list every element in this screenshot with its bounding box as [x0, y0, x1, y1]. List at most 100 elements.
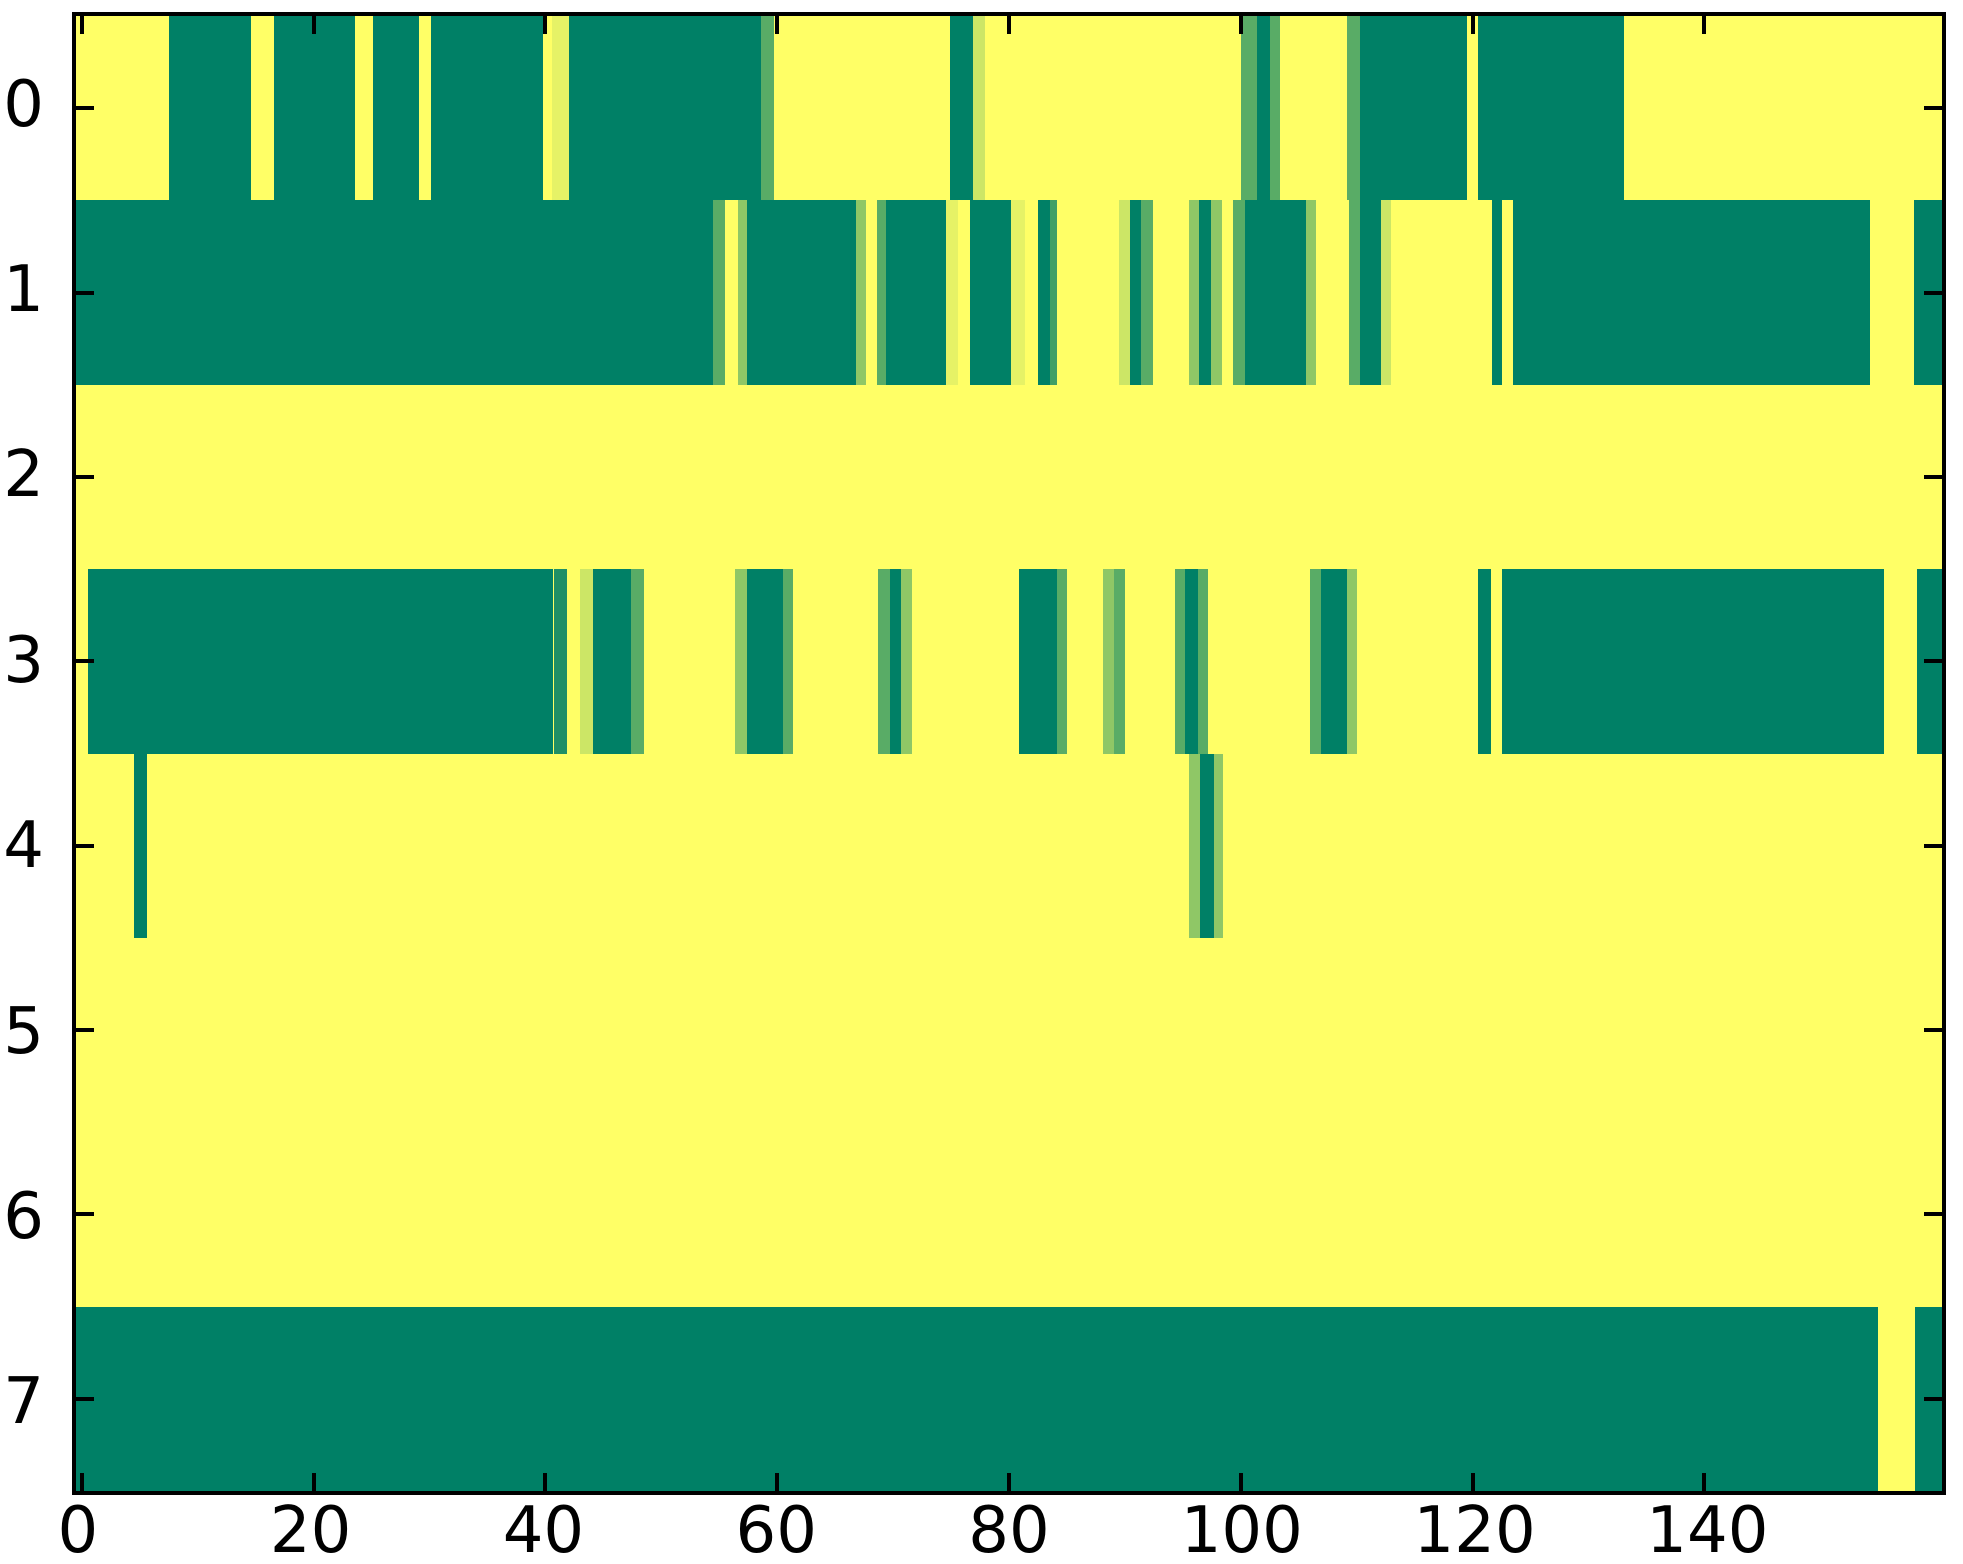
y-tick-label: 3	[3, 623, 44, 698]
heatmap-cell-segment	[1066, 569, 1103, 755]
heatmap-cell-segment	[251, 16, 275, 202]
y-tick	[76, 474, 94, 479]
heatmap-cell-segment	[133, 753, 147, 939]
x-tick	[1007, 1473, 1011, 1491]
heatmap-cell-segment	[760, 16, 774, 202]
heatmap-cell-segment	[430, 16, 544, 202]
heatmap-cell-segment	[1223, 753, 1942, 939]
heatmap-cell-segment	[1310, 569, 1321, 755]
y-tick	[76, 1396, 94, 1401]
heatmap-cell-segment	[1214, 753, 1224, 939]
heatmap-row-4	[76, 753, 1942, 939]
heatmap-cell-segment	[1491, 569, 1502, 755]
heatmap-row-7	[76, 1306, 1942, 1491]
heatmap-cell-segment	[1152, 200, 1189, 386]
x-tick	[311, 1473, 316, 1491]
heatmap-cell-segment	[949, 16, 974, 202]
heatmap-cell-segment	[1056, 569, 1067, 755]
y-tick-label: 2	[3, 438, 44, 513]
heatmap-cell-segment	[889, 569, 902, 755]
heatmap-cell-segment	[1360, 200, 1382, 386]
heatmap-cell-segment	[1174, 569, 1186, 755]
x-tick	[543, 1473, 548, 1491]
x-tick	[775, 1473, 780, 1491]
heatmap-cell-segment	[725, 200, 738, 386]
heatmap-cell-segment	[76, 1122, 1942, 1308]
heatmap-cell-segment	[372, 16, 420, 202]
y-tick	[1924, 659, 1942, 664]
heatmap-cell-segment	[1356, 569, 1479, 755]
heatmap-cell-segment	[973, 16, 985, 202]
x-tick	[1238, 1473, 1243, 1491]
heatmap-cell-segment	[580, 569, 593, 755]
x-tick	[1702, 16, 1707, 34]
heatmap-cell-segment	[747, 200, 856, 386]
heatmap-cell-segment	[1269, 16, 1281, 202]
heatmap-cell-segment	[856, 200, 867, 386]
heatmap-cell-segment	[1381, 200, 1392, 386]
heatmap-row-6	[76, 1122, 1942, 1308]
y-tick	[76, 1028, 94, 1033]
heatmap-cell-segment	[773, 16, 950, 202]
y-tick-label: 6	[3, 1179, 44, 1254]
heatmap-cell-segment	[969, 200, 1012, 386]
heatmap-cell-segment	[1114, 569, 1125, 755]
heatmap-cell-segment	[1197, 569, 1209, 755]
y-tick	[76, 106, 94, 111]
heatmap-cell-segment	[1466, 16, 1479, 202]
heatmap-cell-segment	[958, 200, 970, 386]
y-tick	[1924, 1028, 1942, 1033]
y-tick	[1924, 106, 1942, 111]
heatmap-row-3	[76, 569, 1942, 755]
heatmap-cell-segment	[643, 569, 736, 755]
heatmap-cell-segment	[1011, 200, 1026, 386]
heatmap-cell-segment	[946, 200, 958, 386]
heatmap-cell-segment	[76, 200, 714, 386]
x-tick	[1007, 16, 1011, 34]
heatmap-cell-segment	[1222, 200, 1233, 386]
heatmap-cell-segment	[1037, 200, 1050, 386]
heatmap-cell-segment	[1513, 200, 1871, 386]
heatmap-cell-segment	[592, 569, 632, 755]
y-tick	[1924, 843, 1942, 848]
heatmap-cell-segment	[1478, 569, 1492, 755]
heatmap-cell-segment	[866, 200, 877, 386]
heatmap-cell-segment	[146, 753, 1189, 939]
heatmap-cell-segment	[76, 384, 1942, 571]
y-tick-label: 5	[3, 994, 44, 1069]
x-tick	[543, 16, 548, 34]
heatmap-cell-segment	[1240, 16, 1258, 202]
heatmap-cell-segment	[1870, 200, 1915, 386]
heatmap-cell-segment	[1185, 569, 1198, 755]
heatmap-cell-segment	[1208, 569, 1311, 755]
heatmap-cell-segment	[1391, 200, 1493, 386]
heatmap-plot-area	[72, 12, 1946, 1495]
x-tick	[1702, 1473, 1707, 1491]
heatmap-cell-segment	[1019, 569, 1057, 755]
x-tick	[79, 1473, 84, 1491]
y-tick-label: 1	[3, 253, 44, 328]
y-tick	[1924, 474, 1942, 479]
heatmap-cell-segment	[984, 16, 1241, 202]
heatmap-cell-segment	[87, 569, 554, 755]
y-tick-label: 7	[3, 1365, 44, 1440]
heatmap-cell-segment	[76, 937, 1942, 1124]
y-tick	[76, 290, 94, 295]
heatmap-cell-segment	[1124, 569, 1175, 755]
x-tick-label: 60	[735, 1494, 817, 1564]
y-axis-tick-labels: 0 1 2 3 4 5 6 7	[0, 12, 56, 1495]
heatmap-cell-segment	[419, 16, 431, 202]
x-tick-label: 80	[968, 1494, 1050, 1564]
x-tick-label: 40	[502, 1494, 585, 1564]
heatmap-cell-segment	[1492, 200, 1502, 386]
heatmap-row-0	[76, 16, 1942, 202]
heatmap-cell-segment	[168, 16, 251, 202]
heatmap-cell-segment	[911, 569, 1020, 755]
y-tick	[76, 1212, 94, 1217]
x-tick	[311, 16, 316, 34]
y-tick	[76, 659, 94, 664]
y-tick-label: 0	[3, 67, 44, 142]
x-axis-tick-labels: 0 20 40 60 80 100 120 140	[57, 1494, 1946, 1564]
x-tick	[79, 16, 84, 34]
